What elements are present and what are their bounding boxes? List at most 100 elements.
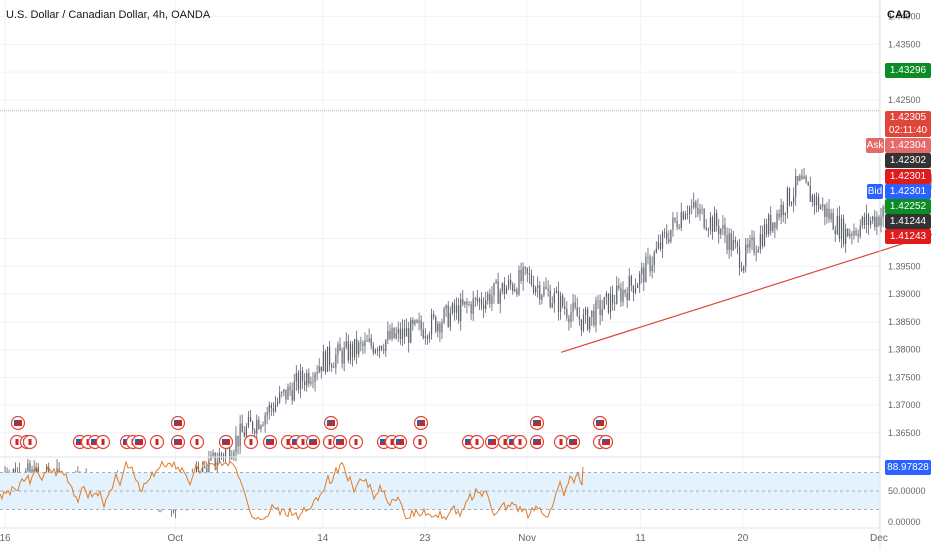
candle-body (568, 317, 570, 323)
candle-body (224, 448, 227, 457)
time-axis-label: 11 (635, 533, 646, 544)
candle-body (372, 345, 374, 353)
candle-body (622, 289, 624, 302)
candle-body (301, 370, 304, 382)
candle-body (501, 283, 503, 292)
candle-body (784, 212, 786, 216)
candle-body (351, 344, 354, 358)
canada-leaf-icon (475, 439, 479, 445)
candle-body (455, 305, 458, 313)
usa-flag-canton-icon (266, 439, 270, 442)
time-axis[interactable]: 16Oct1423Nov1120Dec1620251322 (0, 533, 932, 544)
price-tag-value: 1.42305 (889, 112, 927, 123)
price-axis-label: 1.44000 (888, 12, 921, 22)
candle-body (616, 285, 618, 304)
canada-leaf-icon (328, 439, 332, 445)
price-axis-label: 1.38000 (888, 345, 921, 355)
candle-body (449, 313, 451, 327)
candle-body (258, 419, 260, 429)
candle-body (668, 239, 670, 242)
candle-body (516, 289, 518, 295)
candle-body (872, 216, 874, 221)
candle-body (239, 423, 241, 447)
candle-body (612, 294, 614, 304)
candle-body (370, 338, 372, 346)
candle-body (381, 346, 383, 350)
candle-body (406, 328, 408, 337)
usa-flag-canton-icon (602, 439, 606, 442)
candle-body (639, 273, 641, 285)
price-axis-label: 1.39000 (888, 289, 921, 299)
candle-body (395, 333, 397, 338)
candle-body (834, 229, 836, 235)
candle-body (222, 455, 225, 457)
candle-body (482, 304, 485, 309)
candle-body (260, 425, 262, 429)
candle-body (818, 196, 820, 209)
candle-body (659, 242, 662, 249)
candle-body (333, 367, 335, 369)
candle-body (863, 216, 865, 226)
candle-body (830, 212, 832, 220)
time-axis-label: Oct (167, 533, 183, 544)
candle-body (418, 320, 420, 323)
candle-body (718, 225, 720, 235)
candle-body (539, 285, 541, 300)
candle-body (855, 230, 857, 235)
canada-leaf-icon (28, 439, 32, 445)
candle-body (322, 351, 324, 372)
candle-body (249, 416, 252, 422)
candle-body (468, 304, 470, 305)
trendline-line[interactable] (560, 172, 932, 353)
candle-body (842, 218, 845, 245)
candle-body (545, 286, 547, 289)
candle-body (788, 187, 791, 205)
candle-body (453, 303, 456, 313)
economic-events[interactable] (9, 415, 614, 450)
candle-body (572, 302, 574, 313)
candle-body (537, 285, 539, 288)
candle-body (824, 204, 826, 217)
candle-body (428, 334, 431, 339)
usa-flag-canton-icon (336, 439, 340, 442)
canada-leaf-icon (286, 439, 290, 445)
candle-body (541, 295, 543, 300)
candle-body (847, 228, 849, 237)
candle-body (849, 233, 851, 237)
candle-body (734, 240, 736, 243)
candle-body (522, 267, 524, 282)
trendline[interactable] (560, 171, 932, 353)
candle-body (374, 349, 376, 353)
candle-body (318, 366, 320, 373)
candle-body (326, 346, 329, 372)
candle-body (320, 366, 322, 372)
candle-body (376, 349, 379, 352)
candle-body (403, 328, 406, 337)
candle-body (254, 430, 256, 434)
canada-leaf-icon (249, 439, 253, 445)
price-tag: 1.43296 (885, 63, 931, 78)
candle-body (216, 462, 218, 467)
candle-body (728, 233, 730, 250)
usa-flag-canton-icon (596, 420, 600, 423)
price-axis-label: 1.36500 (888, 428, 921, 438)
price-tag: 1.42305 02:11:40 (885, 111, 931, 137)
canada-leaf-icon (101, 439, 105, 445)
candle-body (385, 339, 387, 351)
candle-body (811, 195, 813, 202)
candle-body (797, 176, 799, 181)
candle-body (603, 297, 605, 310)
canada-leaf-icon (559, 439, 563, 445)
candle-body (661, 232, 664, 249)
canada-leaf-icon (418, 439, 422, 445)
candle-body (799, 175, 801, 181)
candle-body (237, 435, 239, 447)
price-axis[interactable]: 1.440001.435001.430001.425001.400001.395… (888, 12, 926, 527)
candle-body (632, 285, 635, 293)
candle-body (664, 232, 666, 234)
candle-body (680, 212, 682, 229)
candle-body (778, 213, 780, 218)
symbol-title[interactable]: U.S. Dollar / Canadian Dollar, 4h, OANDA (6, 9, 211, 21)
currency-label[interactable]: CAD (887, 9, 911, 21)
